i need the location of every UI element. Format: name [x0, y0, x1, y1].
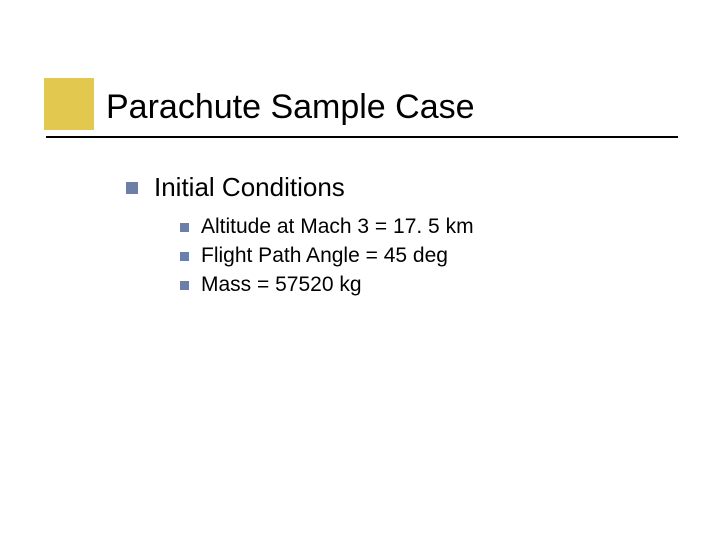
bullet-square-icon [180, 281, 189, 290]
bullet-square-icon [180, 252, 189, 261]
bullet-level1-row: Initial Conditions [126, 172, 345, 203]
bullet-square-icon [126, 182, 138, 194]
bullet-level2-text: Flight Path Angle = 45 deg [201, 244, 448, 268]
bullet-level2-row: Altitude at Mach 3 = 17. 5 km [180, 215, 474, 239]
title-accent-block [44, 78, 94, 130]
slide: Parachute Sample Case Initial Conditions… [0, 0, 720, 540]
bullet-level2-text: Mass = 57520 kg [201, 273, 362, 297]
title-underline [46, 136, 678, 138]
bullet-level1-text: Initial Conditions [154, 172, 345, 203]
bullet-level2-row: Flight Path Angle = 45 deg [180, 244, 448, 268]
bullet-square-icon [180, 223, 189, 232]
bullet-level2-text: Altitude at Mach 3 = 17. 5 km [201, 215, 474, 239]
slide-title: Parachute Sample Case [106, 88, 475, 127]
bullet-level2-row: Mass = 57520 kg [180, 273, 362, 297]
